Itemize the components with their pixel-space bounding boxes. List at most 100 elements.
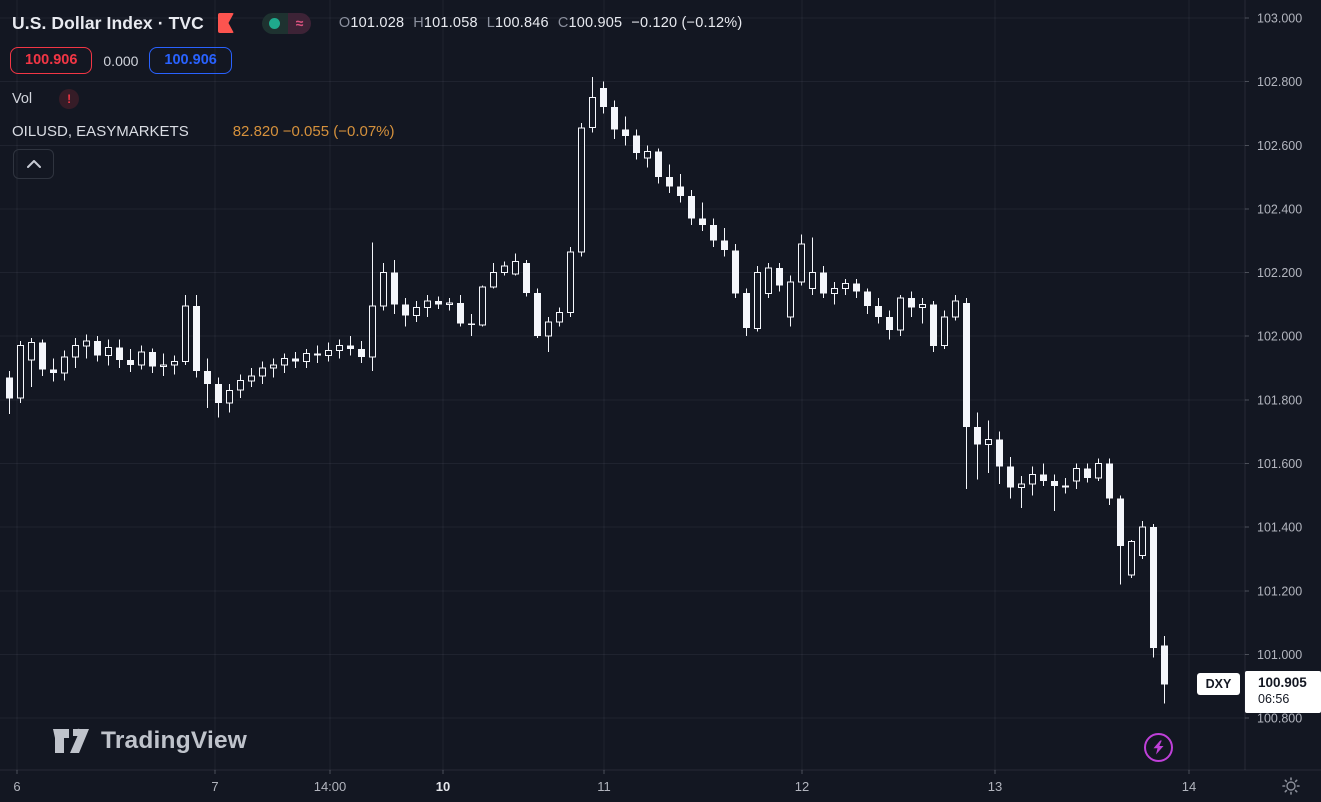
candle-body-down <box>688 196 695 219</box>
price-axis-label[interactable]: 102.600 <box>1257 139 1302 153</box>
candle-body-down <box>633 135 640 154</box>
candle-body-down <box>358 348 365 357</box>
candle-body-up <box>765 267 772 294</box>
bar-countdown: 06:56 <box>1258 692 1290 706</box>
candle-body-down <box>1150 527 1157 648</box>
candle-body-up <box>380 272 387 307</box>
candle-body-down <box>974 426 981 445</box>
price-axis-label[interactable]: 101.600 <box>1257 457 1302 471</box>
candle-body-up <box>589 97 596 129</box>
price-axis-label[interactable]: 100.800 <box>1257 712 1302 726</box>
price-axis-label[interactable]: 102.400 <box>1257 202 1302 216</box>
candle-body-up <box>490 272 497 288</box>
status-dot-icon <box>269 17 281 29</box>
time-axis-label[interactable]: 13 <box>988 779 1002 794</box>
candle-body-up <box>248 375 255 382</box>
last-price-value: 100.905 <box>1258 675 1307 690</box>
time-axis-label[interactable]: 12 <box>795 779 809 794</box>
candle-body-up <box>1139 526 1146 557</box>
candle-body-up <box>281 358 288 366</box>
candle-body-down <box>1040 474 1047 481</box>
candle-body-down <box>677 186 684 197</box>
high-label: H <box>413 15 424 31</box>
time-axis-label[interactable]: 7 <box>211 779 218 794</box>
candle-body-up <box>754 272 761 329</box>
high-value: 101.058 <box>423 15 478 31</box>
collapse-pane-button[interactable] <box>13 149 54 179</box>
price-axis-label[interactable]: 101.200 <box>1257 584 1302 598</box>
low-value: 100.846 <box>495 15 549 31</box>
candle-body-down <box>6 377 13 399</box>
oilusd-indicator-label[interactable]: OILUSD, EASYMARKETS <box>12 122 189 140</box>
volume-indicator-label[interactable]: Vol <box>12 91 33 107</box>
boost-button[interactable] <box>1144 733 1173 762</box>
candle-body-down <box>468 323 475 326</box>
candle-body-up <box>1095 463 1102 479</box>
candle-body-up <box>798 243 805 283</box>
candle-body-down <box>1084 468 1091 478</box>
candle-body-down <box>94 341 101 356</box>
candle-body-down <box>391 272 398 305</box>
price-axis-label[interactable]: 103.000 <box>1257 12 1302 26</box>
candle-body-down <box>622 129 629 136</box>
buy-button[interactable]: 100.906 <box>149 47 232 74</box>
data-status-segment <box>261 12 288 34</box>
candle-body-down <box>875 306 882 318</box>
candle-body-down <box>402 304 409 316</box>
candle-body-down <box>39 342 46 370</box>
candle-body-up <box>28 342 35 361</box>
flag-icon[interactable] <box>217 13 234 33</box>
candle-body-up <box>1018 483 1025 488</box>
indicator-error-icon[interactable]: ! <box>59 89 80 109</box>
candle-body-down <box>1161 645 1168 685</box>
candle-body-up <box>578 127 585 253</box>
open-value: 101.028 <box>350 15 405 31</box>
candle-body-down <box>721 240 728 251</box>
price-axis-label[interactable]: 101.400 <box>1257 521 1302 535</box>
candle-body-down <box>1051 481 1058 486</box>
candle-body-down <box>710 224 717 241</box>
price-axis-label[interactable]: 102.800 <box>1257 75 1302 89</box>
candle-body-down <box>1117 498 1124 547</box>
tradingview-logo[interactable]: TradingView <box>53 727 247 755</box>
price-axis-label[interactable]: 102.000 <box>1257 330 1302 344</box>
candle-body-up <box>303 353 310 363</box>
candle-body-down <box>963 302 970 427</box>
candle-body-up <box>424 300 431 309</box>
candle-body-up <box>17 345 24 399</box>
theme-brightness-button[interactable] <box>1281 776 1301 796</box>
candle-body-up <box>897 297 904 331</box>
time-axis-label[interactable]: 11 <box>597 779 611 794</box>
candle-body-up <box>259 367 266 377</box>
open-label: O <box>338 15 351 31</box>
sell-button[interactable]: 100.906 <box>10 47 93 74</box>
candle-body-down <box>600 88 607 108</box>
candle-body-down <box>435 301 442 305</box>
candle-body-down <box>204 371 211 384</box>
candle-body-up <box>171 361 178 366</box>
candle-body-down <box>149 352 156 367</box>
time-axis-label[interactable]: 14 <box>1182 779 1196 794</box>
candle-body-up <box>83 340 90 347</box>
symbol-title[interactable]: U.S. Dollar Index · TVC <box>12 12 204 33</box>
candle-body-up <box>809 272 816 290</box>
time-axis-label[interactable]: 6 <box>13 779 20 794</box>
time-axis-label[interactable]: 14:00 <box>314 779 347 794</box>
candle-body-up <box>1073 467 1080 482</box>
time-axis-label[interactable]: 10 <box>436 779 450 794</box>
candle-body-down <box>611 107 618 130</box>
price-axis-label[interactable]: 101.000 <box>1257 648 1302 662</box>
candle-body-down <box>820 272 827 294</box>
candle-body-down <box>655 151 662 178</box>
candle-body-down <box>886 317 893 330</box>
price-axis-label[interactable]: 102.200 <box>1257 266 1302 280</box>
candle-body-down <box>314 353 321 356</box>
tradingview-logo-icon <box>53 728 89 753</box>
market-status-toggle[interactable]: ≈ <box>261 12 311 34</box>
close-value: 100.905 <box>568 15 623 31</box>
price-axis-label[interactable]: 101.800 <box>1257 393 1302 407</box>
candle-body-up <box>1062 485 1069 488</box>
symbol-price-badge: DXY <box>1197 673 1240 695</box>
candle-body-down <box>193 306 200 372</box>
